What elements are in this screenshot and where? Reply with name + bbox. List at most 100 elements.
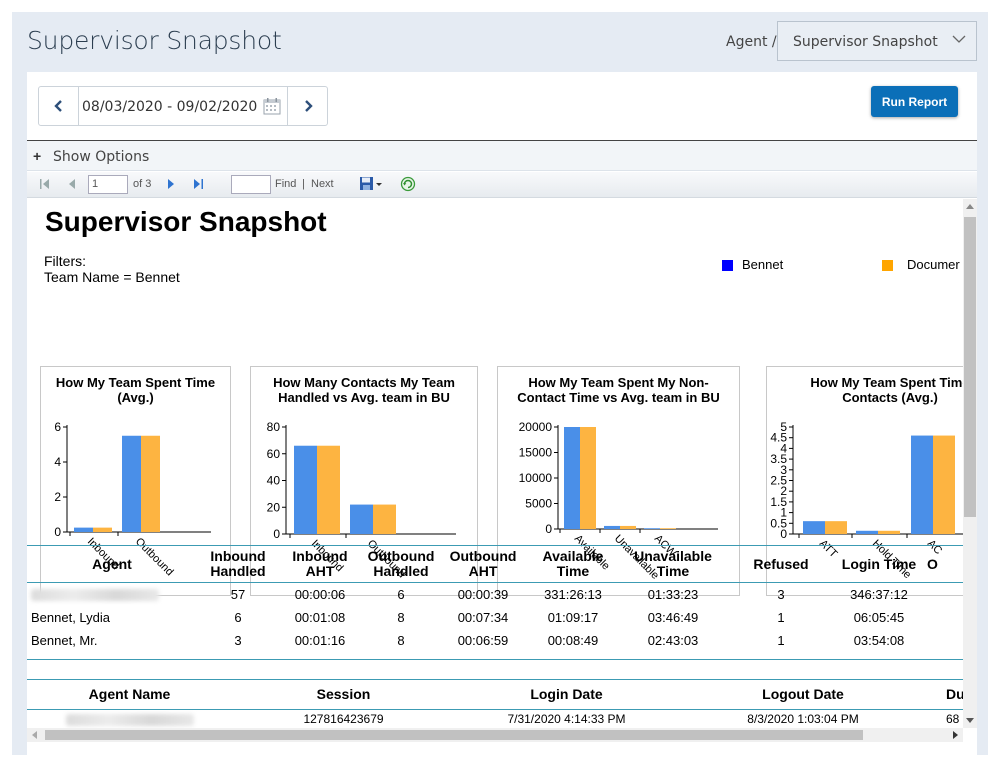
- export-save-icon[interactable]: [359, 176, 383, 192]
- previous-page-icon[interactable]: [67, 178, 77, 190]
- first-page-icon[interactable]: [39, 178, 51, 190]
- previous-range-button[interactable]: [39, 87, 79, 125]
- report-viewer-toolbar: 1 of 3 Find | Next: [27, 172, 977, 198]
- date-range-field[interactable]: 08/03/2020 - 09/02/2020: [82, 99, 258, 115]
- column-header: Login Date: [530, 686, 603, 702]
- table-cell: 8: [397, 632, 405, 648]
- report-select[interactable]: Supervisor Snapshot: [777, 21, 977, 61]
- chart-non-contact-time: How My Team Spent My Non-Contact Time vs…: [497, 366, 740, 596]
- find-link[interactable]: Find: [275, 178, 297, 190]
- table-cell: 8: [397, 609, 405, 625]
- agent-name-cell: Bennet, Lydia: [31, 609, 111, 625]
- y-tick-label: 2: [54, 490, 61, 504]
- y-tick-label: 5000: [525, 497, 552, 511]
- table-cell: 00:01:16: [294, 632, 346, 648]
- y-tick-label: 15000: [519, 446, 553, 460]
- bar: [373, 504, 396, 534]
- table-row: 127816423679 7/31/2020 4:14:33 PM 8/3/2020…: [27, 710, 977, 728]
- next-link[interactable]: Next: [311, 178, 334, 190]
- y-tick-label: 60: [267, 447, 281, 461]
- show-options-toggle[interactable]: + Show Options: [27, 141, 977, 171]
- bar: [803, 521, 825, 534]
- chevron-right-icon: [304, 100, 313, 112]
- chart-title: How My Team Spent Time (Avg.): [55, 375, 216, 405]
- toolbar-separator: |: [302, 178, 305, 190]
- bar: [93, 527, 112, 532]
- run-report-button[interactable]: Run Report: [871, 86, 958, 117]
- y-tick-label: 2.5: [770, 474, 787, 488]
- table-footer-rule: [27, 652, 977, 660]
- app-window: Supervisor Snapshot Agent / Supervisor S…: [12, 12, 988, 755]
- column-header: Agent: [92, 555, 132, 572]
- chart-title: How My Team Spent My Non-Contact Time vs…: [517, 375, 720, 405]
- bar: [564, 427, 580, 529]
- y-tick-label: 20000: [519, 420, 553, 434]
- legend-swatch: [882, 260, 893, 271]
- column-header: Inbound AHT: [292, 548, 348, 579]
- scroll-left-icon[interactable]: [31, 731, 37, 739]
- bar: [620, 525, 636, 529]
- redacted-name: [31, 589, 159, 602]
- y-tick-label: 5: [780, 420, 787, 434]
- horizontal-scrollbar[interactable]: [27, 728, 963, 742]
- chart-title: How My Team Spent Time Contacts (Avg.): [810, 375, 970, 405]
- y-tick-label: 1.5: [770, 495, 787, 509]
- table-row: Bennet, Lydia 6 00:01:08 8 00:07:34 01:09:17 0…: [27, 606, 977, 629]
- table-cell: 01:33:23: [647, 586, 699, 602]
- agent-name-cell: [27, 710, 232, 728]
- table-cell: 1: [777, 609, 785, 625]
- calendar-icon[interactable]: [263, 97, 281, 115]
- last-page-icon[interactable]: [192, 178, 204, 190]
- table-cell: 57: [230, 586, 246, 602]
- divider: [27, 140, 977, 141]
- chart-contacts-time: How My Team Spent Time Contacts (Avg.) 0…: [766, 366, 977, 596]
- column-header: Available Time: [542, 548, 604, 579]
- page-number-input[interactable]: 1: [88, 175, 128, 194]
- table-cell: 127816423679: [303, 711, 384, 726]
- bar: [317, 445, 340, 534]
- bar: [644, 528, 660, 529]
- chevron-down-icon: [952, 35, 966, 43]
- filters-value: Team Name = Bennet: [44, 269, 180, 285]
- table-cell: 00:06:59: [457, 632, 509, 648]
- find-input[interactable]: [231, 175, 271, 194]
- vertical-scroll-thumb[interactable]: [964, 217, 976, 517]
- legend-label: Bennet: [742, 257, 784, 272]
- table-cell: 00:00:06: [294, 586, 346, 602]
- plus-icon: +: [33, 148, 42, 164]
- redacted-name: [65, 713, 194, 726]
- column-header: Session: [316, 686, 371, 702]
- y-tick-label: 20: [267, 500, 281, 514]
- scroll-right-icon[interactable]: [953, 731, 959, 739]
- vertical-scrollbar[interactable]: [963, 199, 977, 728]
- y-tick-label: 4: [780, 441, 787, 455]
- bar: [856, 530, 878, 534]
- legend-swatch: [722, 260, 733, 271]
- y-tick-label: 3.5: [770, 452, 787, 466]
- y-tick-label: 3: [780, 463, 787, 477]
- column-header: O: [927, 555, 938, 572]
- next-range-button[interactable]: [287, 87, 327, 125]
- bar: [878, 530, 900, 534]
- refresh-icon[interactable]: [400, 176, 416, 192]
- y-tick-label: 1: [780, 506, 787, 520]
- horizontal-scroll-thumb[interactable]: [45, 730, 863, 740]
- y-tick-label: 80: [267, 420, 281, 434]
- column-header: Agent Name: [88, 686, 171, 702]
- table-cell: 7/31/2020 4:14:33 PM: [507, 711, 626, 726]
- chevron-left-icon: [53, 100, 62, 112]
- date-range-picker: 08/03/2020 - 09/02/2020: [38, 86, 328, 126]
- table-cell: 03:54:08: [853, 632, 905, 648]
- legend-item-documer: Documer: [882, 257, 960, 272]
- table-cell: 02:43:03: [647, 632, 699, 648]
- scroll-up-icon[interactable]: [966, 203, 974, 209]
- table-cell: 8/3/2020 1:03:04 PM: [747, 711, 859, 726]
- agent-summary-table: Agent Inbound Handled Inbound AHT Outbou…: [27, 545, 977, 660]
- scroll-down-icon[interactable]: [966, 718, 974, 724]
- breadcrumb[interactable]: Agent /: [726, 34, 777, 50]
- next-page-icon[interactable]: [166, 178, 176, 190]
- report-canvas: Supervisor Snapshot Filters: Team Name =…: [27, 199, 977, 755]
